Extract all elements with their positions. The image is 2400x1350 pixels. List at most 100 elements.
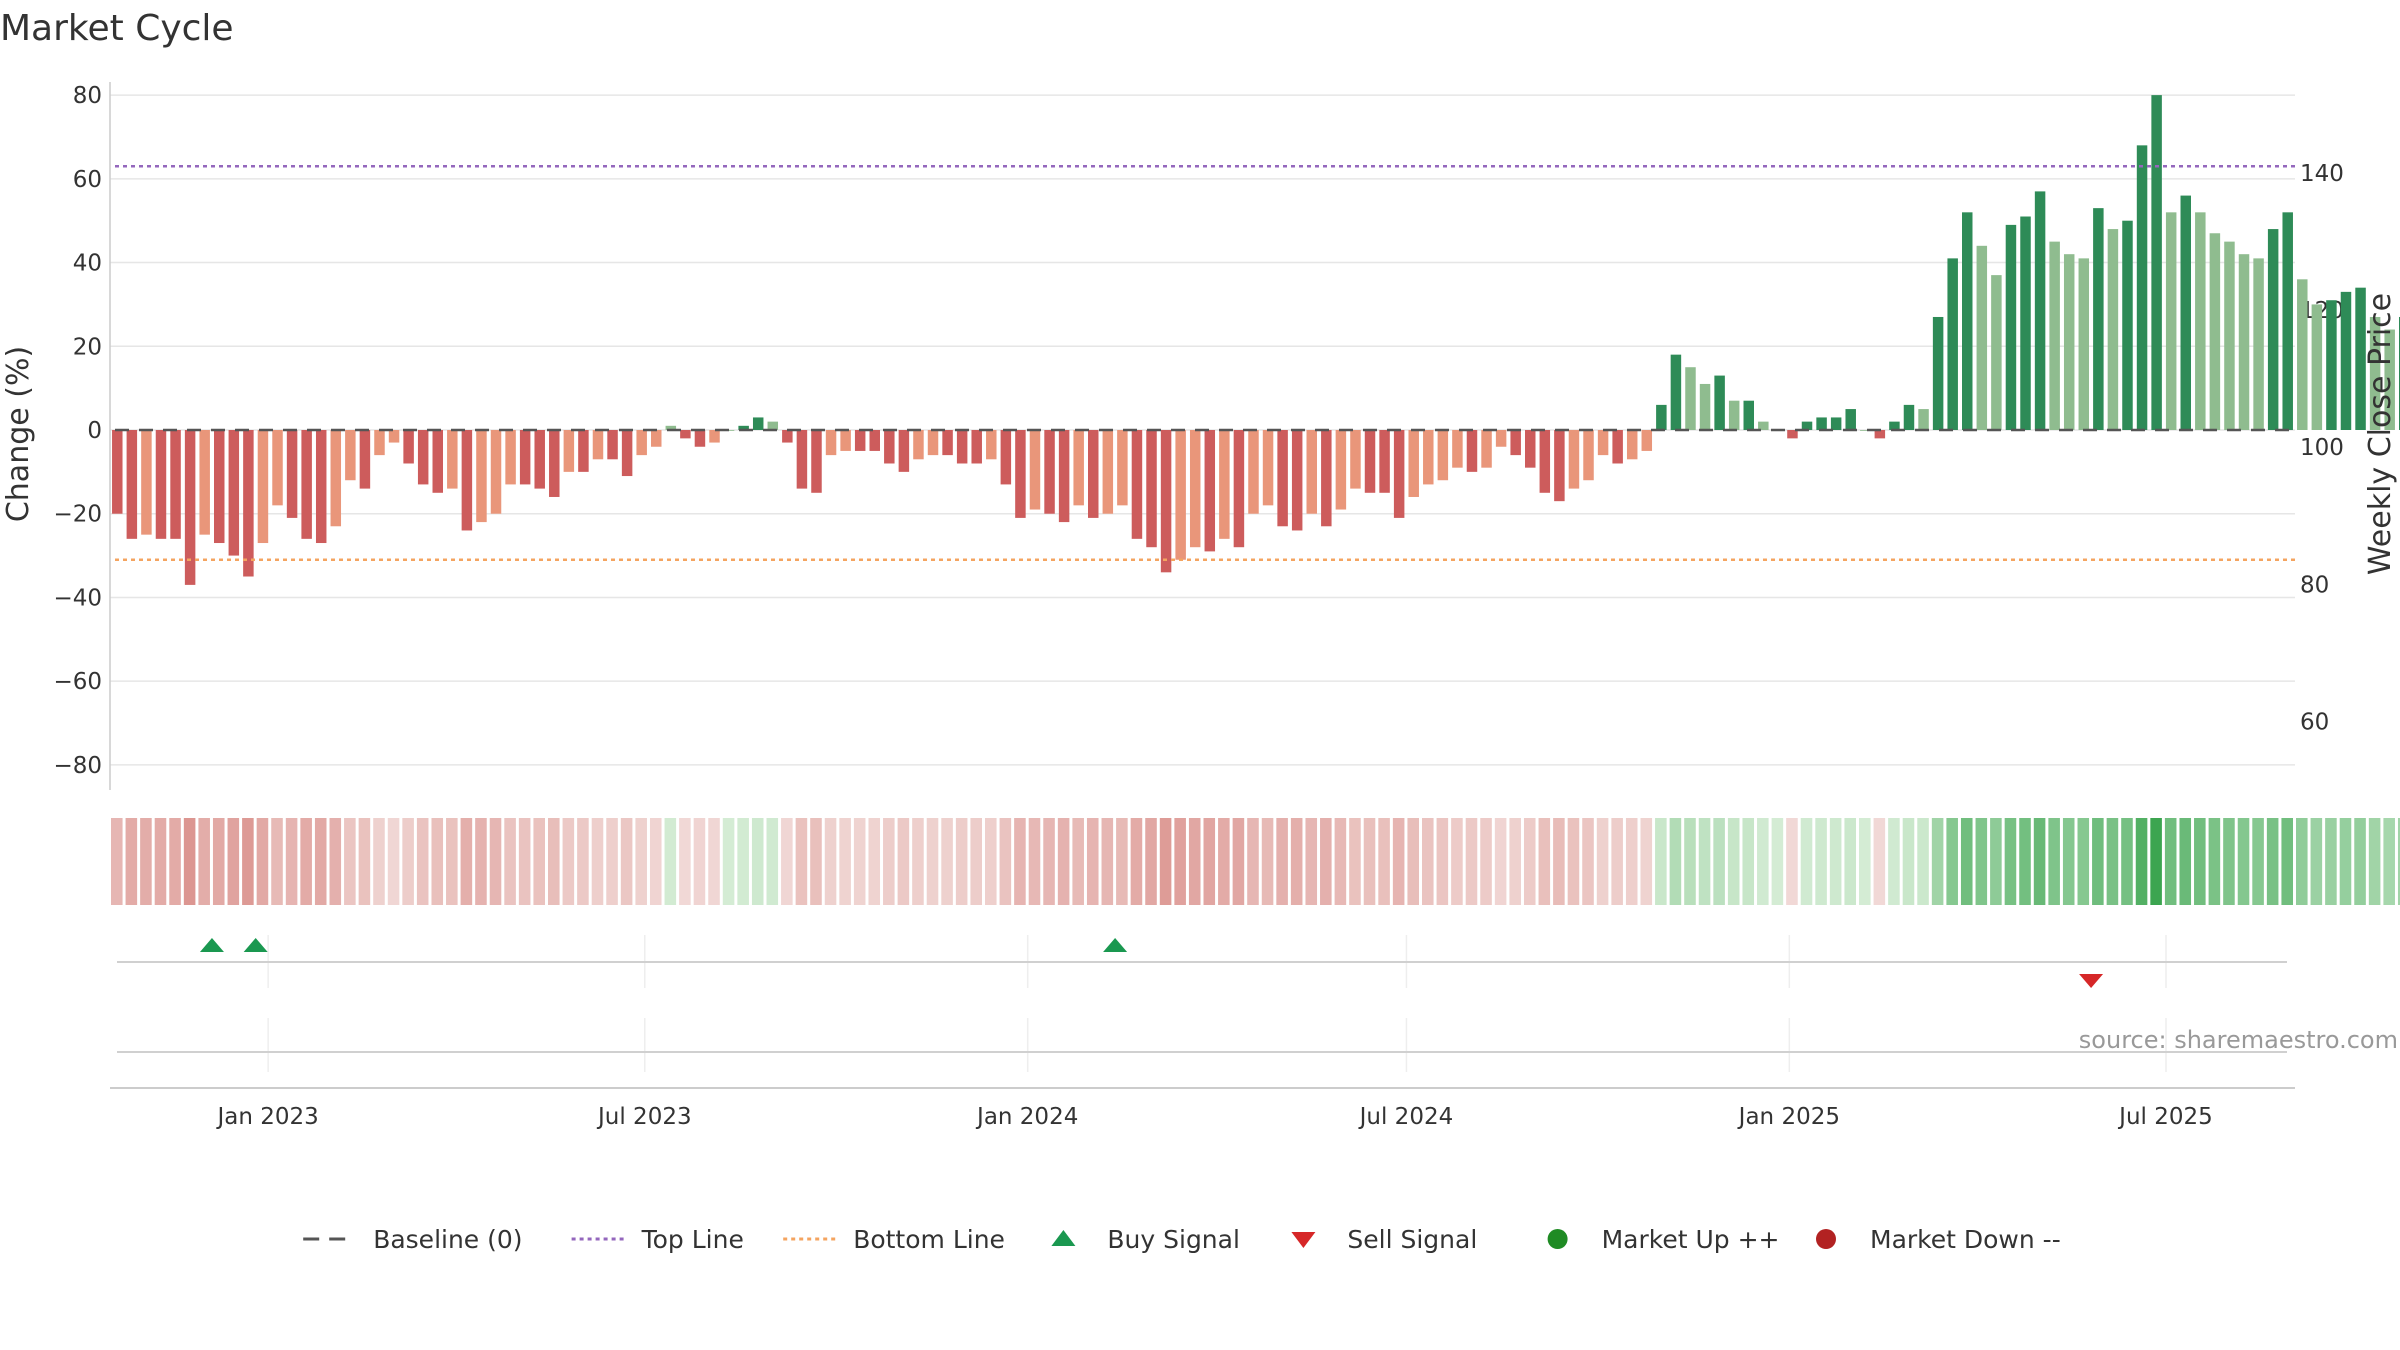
bar	[986, 430, 997, 460]
heat-cell	[839, 818, 851, 905]
heat-cell	[1276, 818, 1288, 905]
bar	[330, 430, 342, 527]
heat-cell	[1028, 818, 1041, 905]
bar	[1918, 409, 1929, 430]
x-tick-label: Jan 2024	[975, 1104, 1078, 1130]
heat-cell	[810, 818, 822, 905]
bar	[1044, 430, 1055, 514]
heat-cell	[2368, 818, 2381, 905]
heat-cell	[1422, 818, 1434, 905]
bar	[1932, 316, 1944, 430]
heat-cell	[1684, 818, 1696, 905]
bar	[2005, 224, 2017, 430]
x-tick-label: Jul 2025	[2117, 1104, 2213, 1130]
y-axis-label-right: Weekly Close Price	[2363, 293, 2398, 575]
heat-cell	[2121, 818, 2133, 905]
bar	[1204, 430, 1216, 552]
heat-cell	[1145, 818, 1157, 905]
heat-cell	[1625, 818, 1638, 905]
heat-cell	[548, 818, 560, 905]
bar	[2020, 216, 2031, 430]
legend-swatch	[1291, 1232, 1316, 1248]
heat-cell	[1494, 818, 1507, 905]
heat-cell	[1014, 818, 1026, 905]
y-tick-label-right: 60	[2300, 709, 2329, 735]
heat-cell	[1407, 818, 1419, 905]
x-tick-label: Jul 2023	[596, 1104, 692, 1130]
heat-cell	[1378, 818, 1390, 905]
y-tick-label-left: −20	[53, 502, 102, 528]
bar	[286, 430, 298, 518]
bar	[1801, 421, 1813, 430]
x-tick-label: Jan 2025	[1737, 1104, 1840, 1130]
heat-cell	[2397, 818, 2400, 905]
heat-cell	[824, 818, 837, 905]
heat-cell	[227, 818, 240, 905]
legend-item: Sell Signal	[1291, 1225, 1477, 1254]
bar	[1481, 430, 1492, 468]
bar	[1175, 430, 1186, 560]
heat-cell	[1829, 818, 1842, 905]
heat-cell	[2077, 818, 2090, 905]
y-tick-label-left: 60	[73, 167, 102, 193]
reference-lines	[115, 165, 2295, 562]
y-tick-label-left: 0	[87, 418, 102, 444]
y-tick-label-left: −60	[53, 669, 102, 695]
right-axis: 1401201008060	[2300, 161, 2344, 736]
bar	[2238, 254, 2250, 430]
heat-cell	[431, 818, 444, 905]
heat-cell	[1261, 818, 1274, 905]
heat-cell	[1043, 818, 1055, 905]
heat-cell	[1203, 818, 1216, 905]
bar	[1714, 375, 1725, 430]
bar	[927, 430, 939, 456]
heat-cell	[2033, 818, 2046, 905]
bar	[1306, 430, 1317, 514]
heat-cell	[868, 818, 881, 905]
heat-cell	[2266, 818, 2279, 905]
heat-cell	[955, 818, 968, 905]
heat-cell	[853, 818, 866, 905]
bar	[884, 430, 895, 464]
heat-cell	[1523, 818, 1536, 905]
heat-cell	[1305, 818, 1318, 905]
heat-cell	[926, 818, 939, 905]
bar	[2209, 233, 2221, 430]
bar	[2326, 300, 2337, 430]
heat-cell	[2354, 818, 2366, 905]
heat-cell	[1232, 818, 1245, 905]
bar	[1845, 409, 1856, 430]
bar	[1612, 430, 1623, 464]
heat-cell	[577, 818, 589, 905]
heat-cell	[1159, 818, 1172, 905]
bar	[1830, 417, 1842, 430]
bar	[1379, 430, 1390, 493]
bar	[1495, 430, 1507, 447]
bar	[184, 430, 196, 585]
bar	[1437, 430, 1449, 481]
heat-cell	[1392, 818, 1405, 905]
bar	[170, 430, 181, 539]
bar	[636, 430, 647, 456]
heat-cell	[1363, 818, 1376, 905]
legend-label: Top Line	[641, 1225, 744, 1254]
bar	[374, 430, 385, 456]
bar	[1058, 430, 1070, 523]
legend-label: Market Down --	[1870, 1225, 2061, 1254]
heat-cell	[2296, 818, 2308, 905]
heat-cell	[1888, 818, 1900, 905]
heat-cell	[2048, 818, 2060, 905]
bar	[1947, 258, 1958, 430]
heat-band	[111, 818, 2400, 905]
heat-cell	[1960, 818, 1973, 905]
bar	[359, 430, 371, 489]
legend-item: Market Down --	[1816, 1225, 2061, 1254]
heat-cell	[1859, 818, 1871, 905]
bar	[1889, 421, 1900, 430]
heat-cell	[751, 818, 764, 905]
bar	[2282, 212, 2293, 430]
heat-cell	[1072, 818, 1084, 905]
y-tick-label-right: 80	[2300, 572, 2329, 598]
bar	[257, 430, 269, 544]
